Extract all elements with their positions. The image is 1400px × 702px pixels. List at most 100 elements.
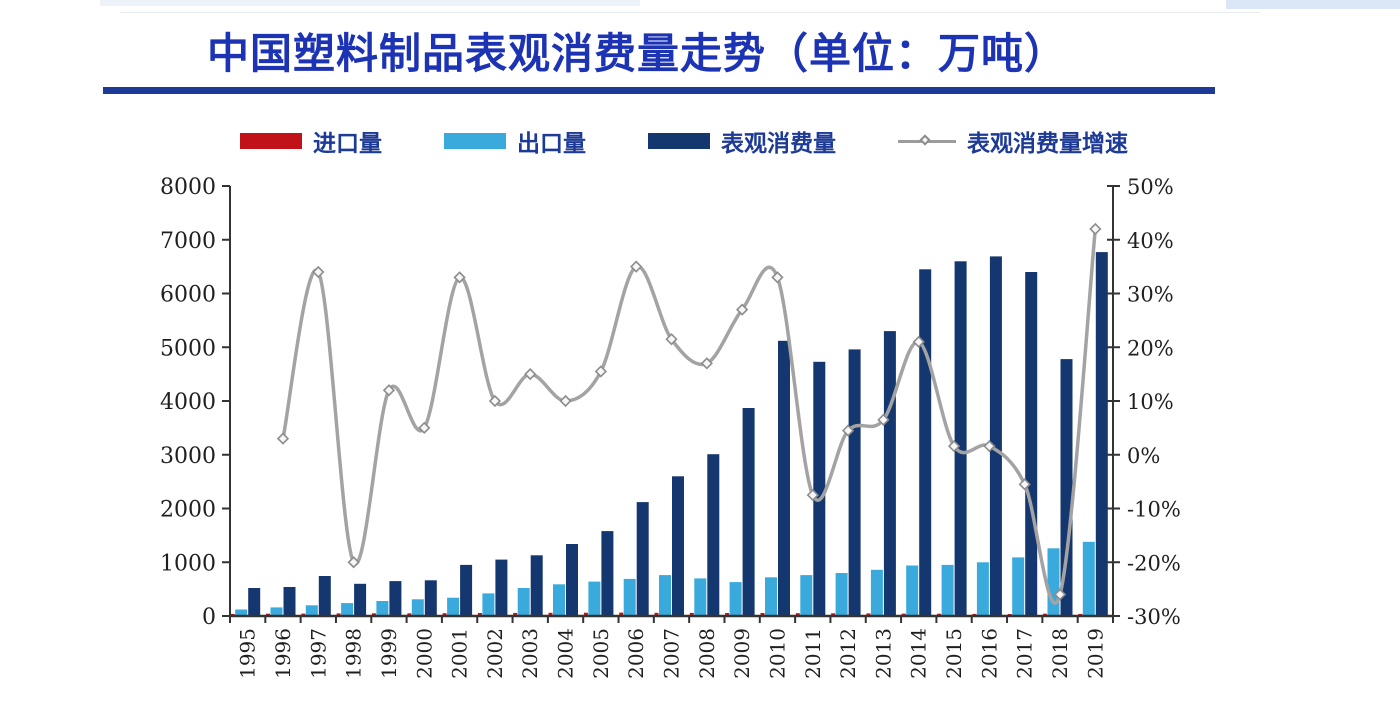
right-axis-tick-label: 20% bbox=[1127, 336, 1174, 360]
legend-color-swatch bbox=[648, 133, 710, 149]
bar bbox=[976, 562, 989, 617]
x-axis-tick-label: 1996 bbox=[271, 628, 295, 679]
diamond-marker-icon bbox=[594, 365, 607, 378]
chart-title: 中国塑料制品表观消费量走势（单位：万吨） bbox=[207, 30, 1068, 77]
right-axis-tick-label: -20% bbox=[1127, 551, 1181, 575]
chart-legend: 进口量 出口量 表观消费量 表观消费量增速 bbox=[240, 124, 1128, 158]
diamond-marker-icon bbox=[312, 265, 325, 279]
diamond-marker-icon bbox=[912, 335, 925, 349]
bar bbox=[411, 599, 424, 616]
bar bbox=[376, 601, 389, 616]
bar bbox=[495, 559, 508, 616]
diamond-marker-icon bbox=[524, 367, 537, 381]
diamond-marker-icon bbox=[418, 421, 431, 435]
legend-label: 表观消费量增速 bbox=[967, 130, 1128, 156]
diamond-marker-icon bbox=[877, 413, 890, 426]
x-axis-tick-label: 2014 bbox=[907, 628, 931, 679]
bar bbox=[742, 408, 755, 616]
x-axis-tick-label: 2019 bbox=[1083, 628, 1107, 679]
bar bbox=[800, 575, 813, 616]
bar bbox=[689, 612, 694, 616]
x-axis-tick-label: 2011 bbox=[801, 628, 825, 679]
bar bbox=[588, 581, 601, 616]
diamond-marker-icon bbox=[806, 488, 819, 502]
diamond-marker-icon bbox=[488, 394, 502, 408]
x-axis-tick-label: 2016 bbox=[977, 628, 1001, 679]
legend-label: 表观消费量 bbox=[721, 130, 836, 156]
diamond-marker-icon bbox=[947, 440, 961, 453]
legend-item-3: 表观消费量增速 bbox=[898, 124, 1128, 158]
bar bbox=[424, 580, 437, 616]
right-axis-tick-label: 30% bbox=[1127, 283, 1174, 307]
bar bbox=[813, 361, 826, 616]
bar bbox=[1095, 252, 1108, 616]
right-axis-tick-label: -30% bbox=[1127, 605, 1181, 629]
diamond-marker-icon bbox=[665, 333, 678, 346]
diamond-marker-icon bbox=[347, 556, 360, 569]
diamond-marker-icon bbox=[276, 432, 290, 445]
bar bbox=[583, 612, 588, 616]
bar bbox=[354, 583, 367, 617]
x-axis-tick-label: 2002 bbox=[483, 628, 507, 679]
diamond-marker-icon bbox=[559, 394, 572, 408]
diamond-marker-icon bbox=[841, 424, 855, 437]
legend-label: 出口量 bbox=[517, 130, 586, 156]
bar bbox=[460, 564, 473, 616]
x-axis-tick-label: 2007 bbox=[660, 628, 684, 679]
bar bbox=[305, 605, 318, 617]
bars-1 bbox=[235, 541, 1095, 617]
diamond-marker-icon bbox=[1018, 478, 1031, 491]
bar bbox=[513, 612, 518, 616]
legend-item-0: 进口量 bbox=[240, 124, 382, 158]
bar bbox=[906, 565, 919, 616]
bar bbox=[989, 256, 1002, 616]
bar bbox=[336, 613, 341, 616]
bar bbox=[407, 613, 412, 616]
bar bbox=[835, 573, 848, 616]
x-axis-tick-label: 2008 bbox=[695, 628, 719, 679]
scan-artifact-strip-left bbox=[100, 0, 640, 6]
bar bbox=[919, 269, 932, 616]
x-axis-tick-label: 2018 bbox=[1048, 628, 1072, 679]
left-axis-labels: 0 1000 2000 3000 4000 5000 6000 7000 8000 bbox=[160, 175, 216, 630]
bar bbox=[654, 612, 659, 616]
x-axis-labels: 1995 1996 1997 1998 1999 2000 2001 2002 2003 2004… bbox=[236, 628, 1108, 679]
left-axis-tick-label: 3000 bbox=[160, 444, 216, 469]
legend-color-swatch bbox=[240, 133, 302, 149]
bar bbox=[1025, 272, 1038, 616]
bar bbox=[530, 555, 543, 616]
bar bbox=[389, 581, 402, 616]
x-axis-tick-label: 1997 bbox=[306, 628, 330, 679]
left-axis-tick-label: 7000 bbox=[160, 229, 216, 254]
right-axis-tick-label: 40% bbox=[1127, 229, 1174, 253]
left-axis-tick-label: 0 bbox=[202, 605, 216, 630]
bar bbox=[870, 569, 883, 616]
bar bbox=[883, 331, 896, 616]
growth-rate-line bbox=[281, 227, 1098, 605]
bar bbox=[517, 588, 530, 616]
scan-artifact-strip-right bbox=[1226, 0, 1400, 9]
bar bbox=[566, 544, 578, 616]
bar bbox=[318, 576, 331, 616]
x-axis-tick-label: 2003 bbox=[518, 628, 542, 679]
left-axis-tick-label: 6000 bbox=[160, 283, 216, 308]
bar bbox=[765, 577, 777, 616]
bar bbox=[623, 578, 636, 616]
bar bbox=[619, 612, 624, 616]
bar bbox=[1082, 541, 1095, 616]
bar bbox=[941, 564, 954, 616]
bar bbox=[1047, 548, 1060, 616]
bar bbox=[694, 578, 707, 616]
right-axis-tick-label: 10% bbox=[1127, 390, 1174, 414]
legend-item-2: 表观消费量 bbox=[648, 124, 836, 158]
bar bbox=[447, 597, 460, 616]
x-axis-tick-label: 2001 bbox=[448, 628, 472, 679]
left-axis-tick-label: 2000 bbox=[160, 498, 216, 523]
x-axis-tick-label: 2009 bbox=[730, 628, 754, 679]
axis-ticks bbox=[222, 185, 1120, 623]
bars-2 bbox=[248, 252, 1108, 617]
bar bbox=[725, 613, 730, 616]
x-axis-tick-label: 1995 bbox=[236, 628, 260, 679]
x-axis-tick-label: 2005 bbox=[589, 628, 613, 679]
bar bbox=[729, 582, 742, 616]
